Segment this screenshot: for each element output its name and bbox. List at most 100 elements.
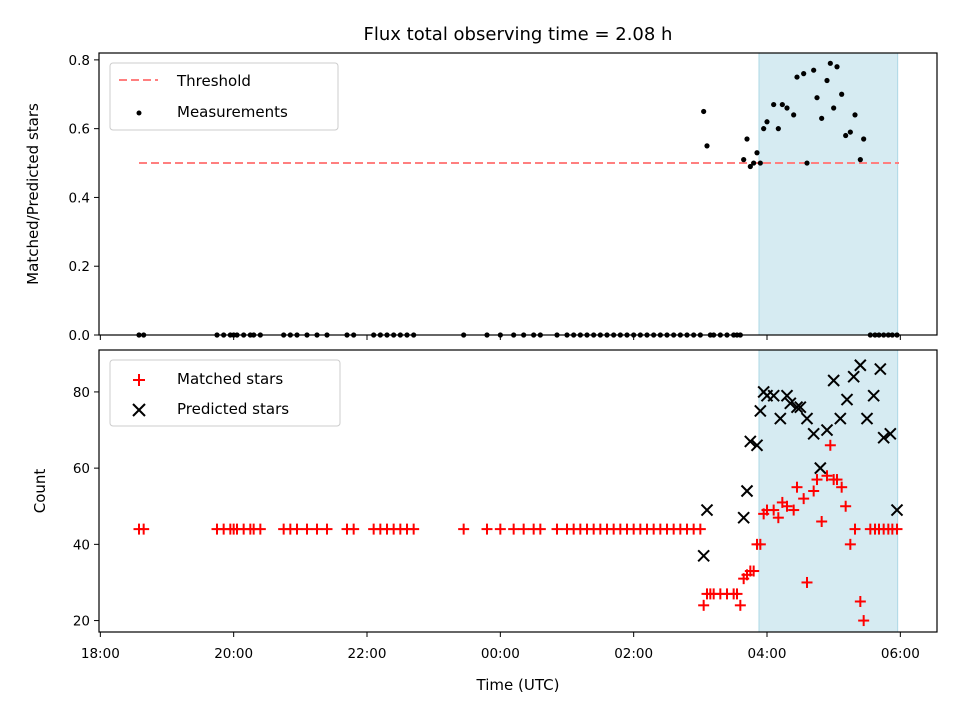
measurement-point [834,64,840,70]
measurement-point [757,160,763,166]
matched-star-point [821,470,833,482]
top-y-tick-label: 0.6 [69,122,90,138]
top-plot-frame [98,52,938,336]
matched-star-point [798,493,810,505]
matched-star-point [301,523,313,535]
matched-star-point [138,523,150,535]
predicted-star-point [784,397,797,410]
matched-star-point [788,504,800,516]
predicted-star-point [847,370,860,383]
predicted-star-point [877,431,890,444]
matched-star-point [849,523,861,535]
predicted-star-point [790,400,804,414]
legend-predicted-label: Predicted stars [177,400,289,418]
top-y-tick-label: 0.4 [69,190,90,206]
measurement-point [771,101,777,108]
measurement-point [857,157,863,163]
bottom-y-tick-label: 40 [73,537,90,553]
predicted-star-point [807,427,820,441]
matched-star-point [408,523,420,535]
measurement-point [843,132,849,139]
matched-star-point [844,538,856,550]
measurement-point [804,160,810,166]
matched-star-point [831,474,843,486]
top-x-ticks [99,335,901,340]
measurement-point [794,74,800,80]
bottom-plot-frame [98,349,938,633]
measurement-point [761,126,767,132]
measurement-point [701,108,707,115]
legend-matched-swatch [133,374,145,386]
matched-star-point [781,500,793,512]
matched-star-point [698,599,710,611]
matched-star-point [748,565,760,577]
measurement-point [827,60,833,66]
matched-star-point [891,523,903,535]
bottom-y-tick-label: 60 [73,461,90,477]
bottom-y-axis-label: Count [31,469,49,514]
bottom-x-tick-label: 06:00 [881,646,920,662]
predicted-star-point [827,374,840,387]
measurement-point [775,126,781,132]
bottom-x-tick-label: 02:00 [614,646,653,662]
predicted-star-point [767,389,780,402]
predicted-star-point [754,404,767,418]
measurement-point [741,157,747,163]
bottom-x-tick-label: 22:00 [348,646,387,662]
measurement-point [831,105,837,111]
legend-matched-label: Matched stars [177,370,283,388]
bottom-legend: Matched stars Predicted stars [109,359,341,427]
matched-star-point [348,523,360,535]
matched-star-point [791,481,803,493]
measurement-point [852,112,858,118]
predicted-star-point [780,389,794,402]
matched-star-point [854,596,866,608]
bottom-x-tick-label: 20:00 [214,646,253,662]
matched-star-point [840,500,852,512]
top-shaded-span [758,52,899,336]
predicted-star-point [750,439,764,452]
top-legend: Threshold Measurements [109,62,339,131]
chart-title: Flux total observing time = 2.08 h [364,24,673,45]
measurement-point [704,143,710,149]
predicted-star-point [884,427,897,441]
matched-star-point [321,523,333,535]
bottom-legend-box [109,359,341,427]
bottom-x-tick-label: 18:00 [81,646,120,662]
matched-star-point [836,481,848,493]
legend-measurements-swatch [136,110,142,116]
legend-measurements-label: Measurements [177,103,288,121]
top-y-axis-label: Matched/Predicted stars [24,103,42,285]
matched-star-point [694,523,706,535]
bottom-y-axis: 20 40 60 80 [73,385,99,630]
legend-threshold-label: Threshold [176,72,251,90]
top-y-tick-label: 0.8 [69,53,90,69]
predicted-star-point [874,362,887,376]
matched-star-point [858,615,870,627]
bottom-x-axis: 18:00 20:00 22:00 00:00 02:00 04:00 06:00 [81,632,920,662]
top-y-tick-label: 0.2 [69,259,90,275]
matched-star-point [311,523,323,535]
measurement-point [784,105,790,111]
x-axis-label: Time (UTC) [476,676,560,694]
matched-star-point [808,485,820,497]
predicted-star-point [700,503,714,517]
matched-star-point [816,515,828,527]
bottom-x-tick-label: 04:00 [748,646,787,662]
predicted-star-point [737,511,750,524]
bottom-y-tick-label: 20 [73,614,90,630]
predicted-star-point [890,503,904,517]
predicted-star-point [794,400,807,414]
measurement-point [814,95,820,101]
matched-star-point [494,523,506,535]
predicted-star-point [840,393,854,406]
bottom-x-tick-label: 00:00 [481,646,520,662]
predicted-star-point [697,549,710,562]
predicted-stars-points [697,359,904,562]
matched-star-point [768,504,780,516]
predicted-star-point [744,435,757,448]
matched-star-point [772,512,784,524]
matched-star-point [811,474,823,486]
predicted-star-point [800,412,814,425]
measurement-point [824,77,830,84]
